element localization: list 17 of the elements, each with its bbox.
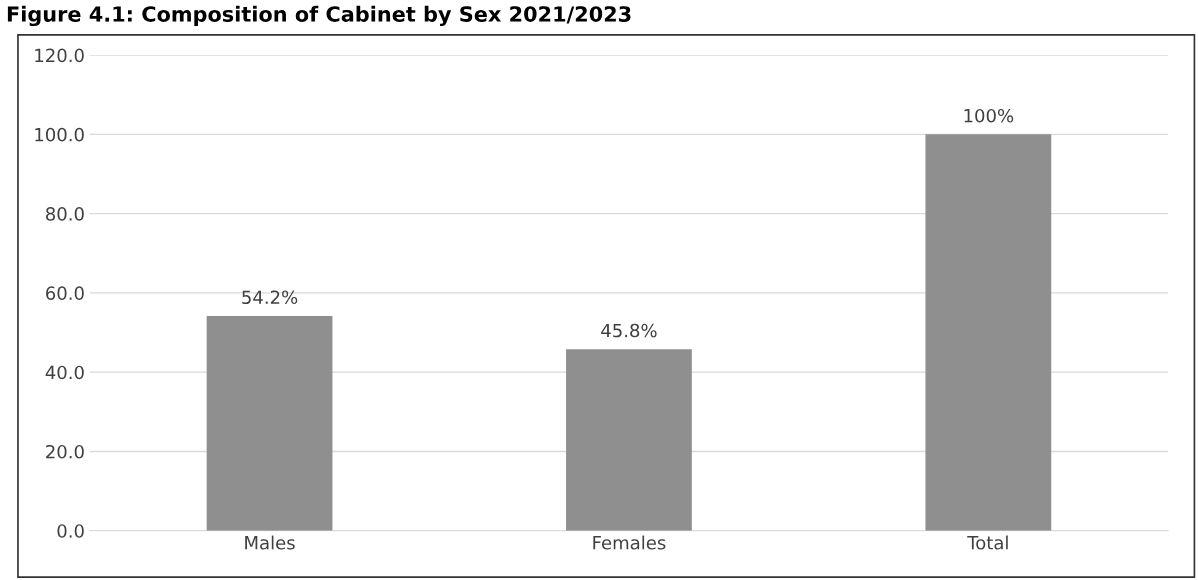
bar	[566, 349, 692, 531]
y-tick-label: 80.0	[46, 207, 84, 221]
y-tick-label: 120.0	[35, 48, 84, 63]
y-tick-label: 100.0	[35, 127, 84, 142]
x-tick-label: Females	[593, 535, 666, 550]
bar	[925, 134, 1052, 531]
bar	[206, 315, 333, 531]
data-label: 100%	[964, 108, 1014, 123]
y-tick-label: 60.0	[46, 286, 84, 301]
x-tick-label: Males	[245, 535, 295, 550]
data-label: 54.2%	[242, 290, 298, 305]
y-tick-label: 40.0	[45, 365, 84, 380]
y-tick-label: 0.0	[57, 524, 84, 538]
y-tick-label: 20.0	[46, 444, 84, 459]
data-label: 45.8%	[601, 323, 657, 338]
chart-title: Figure 4.1: Composition of Cabinet by Sex 2021/2023	[7, 5, 631, 27]
x-tick-label: Total	[967, 535, 1008, 550]
